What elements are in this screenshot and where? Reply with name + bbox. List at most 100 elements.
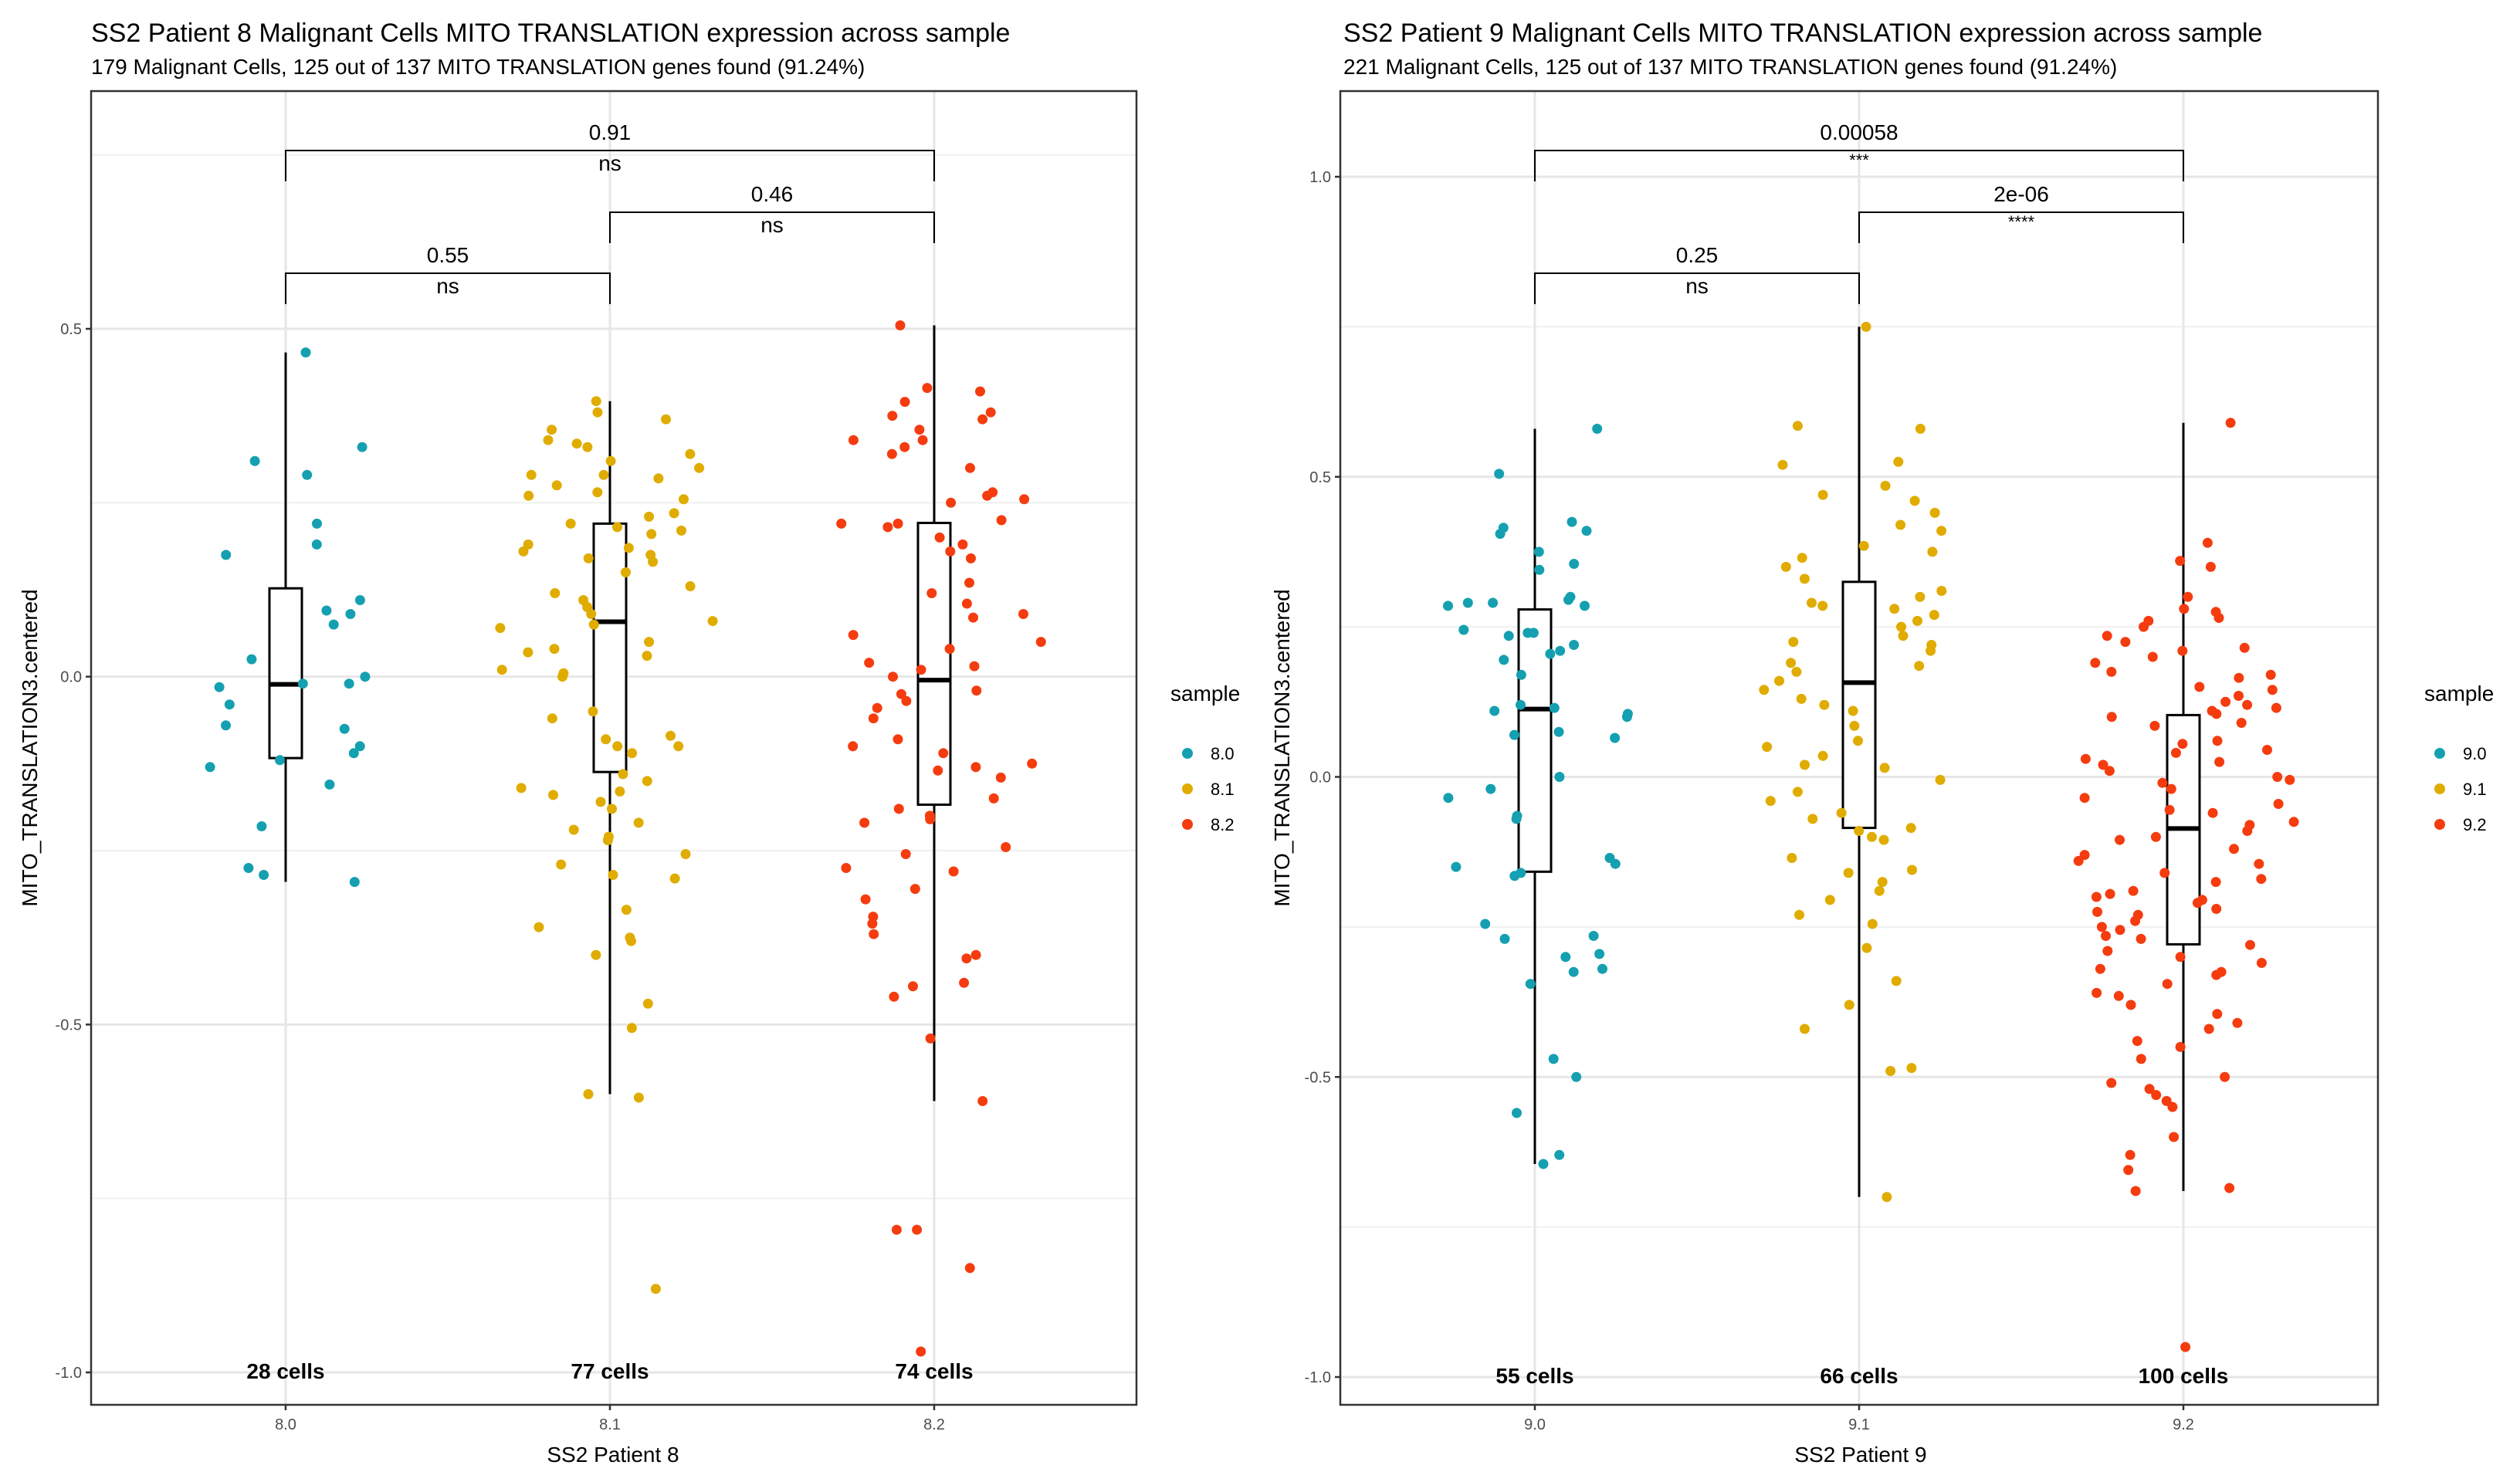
data-point [615,786,625,797]
data-point [1912,615,1922,626]
data-point [2256,958,2267,968]
data-point [2092,906,2102,917]
data-point [1762,742,1773,753]
data-point [1581,526,1592,536]
data-point [1796,693,1807,704]
data-point [2220,696,2231,707]
data-point [977,414,988,425]
data-point [568,824,579,835]
y-tick-label: 1.0 [1309,169,1331,186]
data-point [1538,1159,1549,1169]
data-point [1914,661,1925,672]
data-point [2170,747,2181,758]
data-point [1817,489,1828,500]
data-point [224,699,235,710]
y-tick-label: -1.0 [1305,1369,1331,1386]
data-point [591,949,601,960]
data-point [626,936,636,946]
data-point [612,522,622,533]
box-iqr [1517,608,1553,873]
data-point [2115,925,2125,936]
data-point [1494,469,1505,479]
data-point [914,425,925,435]
data-point [523,647,533,658]
data-point [627,748,638,759]
data-point [618,769,628,780]
legend-marker [1182,748,1193,759]
data-point [1765,796,1776,807]
data-point [1516,669,1526,680]
data-point [2212,736,2223,746]
data-point [971,685,982,696]
data-point [1588,931,1599,941]
panel-patient-9: SS2 Patient 9 Malignant Cells MITO TRANS… [1270,19,2494,1467]
data-point [2254,858,2264,869]
box-iqr [592,522,628,773]
data-point [2104,766,2115,777]
data-point [1929,507,1940,518]
data-point [2151,1090,2162,1101]
data-point [2101,931,2111,941]
data-point [848,630,859,641]
data-point [944,644,955,655]
data-point [646,529,657,540]
legend-label: 9.1 [2463,780,2487,799]
data-point [586,609,597,619]
data-point [2211,709,2222,719]
data-point [312,518,322,529]
p-value-label: 2e-06 [1993,182,2049,206]
data-point [360,672,371,682]
cell-count-label: 66 cells [1820,1364,1898,1388]
significance-bracket [1858,211,2184,243]
data-point [349,877,360,888]
data-point [2128,885,2139,896]
data-point [1568,966,1579,977]
data-point [1774,675,1784,686]
data-point [1567,516,1577,527]
data-point [1548,1054,1559,1064]
data-point [550,588,561,598]
data-point [1554,1149,1565,1160]
significance-label: *** [1849,151,1869,170]
data-point [2175,556,2186,567]
data-point [583,1089,594,1099]
data-point [2079,793,2090,804]
legend-marker [2434,783,2445,794]
data-point [1443,793,1454,804]
plot-border [90,90,1138,1406]
data-point [1580,601,1590,611]
data-point [836,518,847,529]
data-point [518,546,529,557]
data-point [1499,933,1510,944]
data-point [673,741,684,752]
data-point [1858,540,1869,551]
data-point [642,776,652,787]
data-point [2262,745,2272,755]
data-point [2194,682,2205,692]
data-point [526,469,537,480]
data-point [1891,976,1902,986]
data-point [2213,613,2224,623]
data-point [2224,1183,2235,1193]
legend-label: 8.2 [1211,815,1235,834]
data-point [2180,1342,2191,1352]
data-point [533,922,544,932]
data-point [612,741,623,752]
data-point [2220,1071,2230,1082]
data-point [938,748,949,759]
data-point [899,442,910,452]
data-point [300,347,311,358]
data-point [1511,814,1522,824]
data-point [1787,853,1797,863]
data-point [2106,712,2117,722]
data-point [1499,655,1509,665]
data-point [205,762,215,773]
data-point [496,665,507,675]
data-point [2149,720,2160,731]
data-point [1001,842,1011,852]
data-point [2285,774,2295,785]
data-point [1896,621,1906,632]
data-point [1571,1071,1582,1082]
data-point [887,411,898,421]
data-point [925,1033,936,1044]
